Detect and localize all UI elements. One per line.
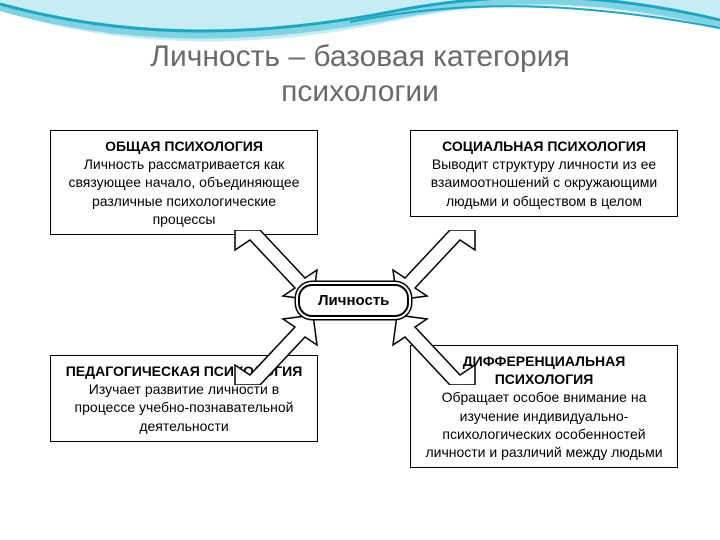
page-title: Личность – базовая категория психологии <box>0 40 720 109</box>
slide: Личность – базовая категория психологии … <box>0 0 720 540</box>
center-label: Личность <box>318 292 389 309</box>
box-body: Обращает особое внимание на изучение инд… <box>425 389 662 460</box>
diagram-canvas: ОБЩАЯ ПСИХОЛОГИЯ Личность рассматриваетс… <box>40 130 680 510</box>
title-line-1: Личность – базовая категория <box>150 40 569 73</box>
box-heading: СОЦИАЛЬНАЯ ПСИХОЛОГИЯ <box>419 137 669 155</box>
box-body: Изучает развитие личности в процессе уче… <box>75 381 294 433</box>
box-general-psychology: ОБЩАЯ ПСИХОЛОГИЯ Личность рассматриваетс… <box>50 130 318 235</box>
box-social-psychology: СОЦИАЛЬНАЯ ПСИХОЛОГИЯ Выводит структуру … <box>410 130 678 217</box>
arrow-bl-to-center <box>215 310 325 385</box>
title-line-2: психологии <box>281 75 439 108</box>
box-body: Личность рассматривается как связующее н… <box>69 156 300 227</box>
center-node-personality: Личность <box>298 284 409 317</box>
arrow-br-to-center <box>385 310 495 385</box>
box-heading: ОБЩАЯ ПСИХОЛОГИЯ <box>59 137 309 155</box>
box-body: Выводит структуру личности из ее взаимоо… <box>431 156 657 208</box>
